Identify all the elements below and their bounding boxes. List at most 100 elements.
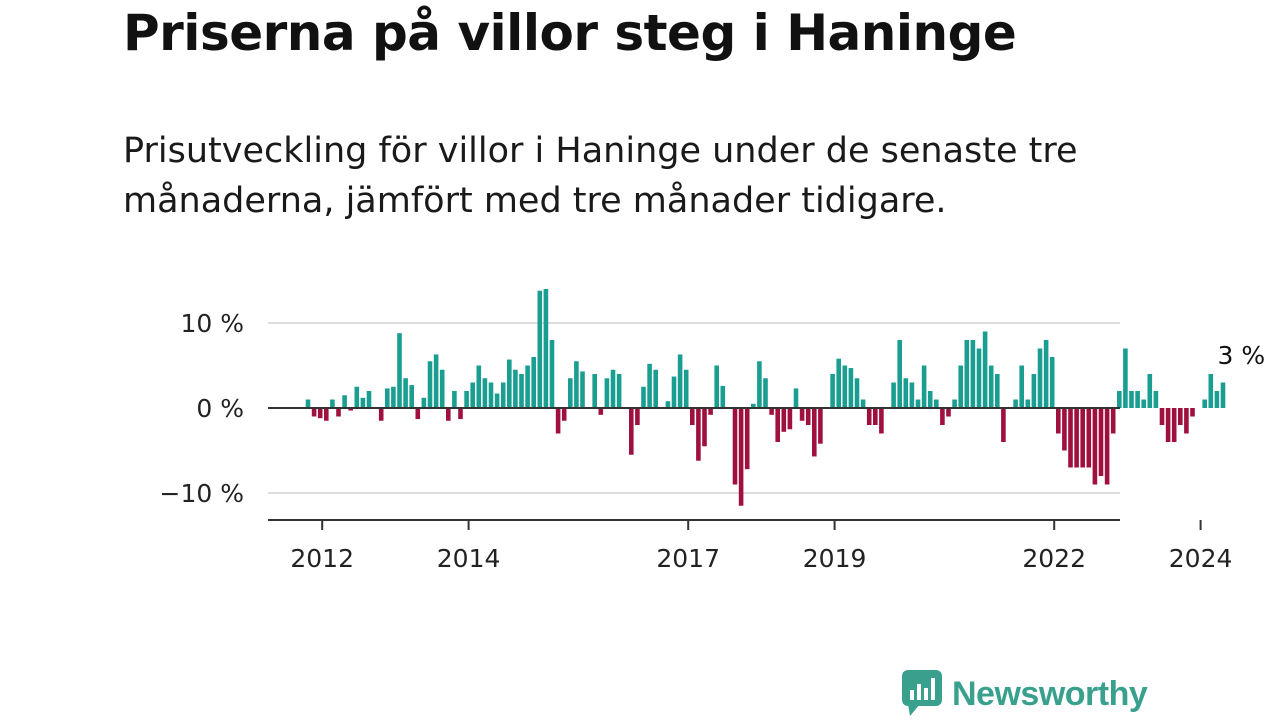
bar <box>598 408 604 415</box>
bar <box>488 382 494 408</box>
bar <box>464 391 469 408</box>
bar <box>1178 408 1183 425</box>
bar <box>995 374 1000 408</box>
bar <box>317 408 323 419</box>
newsworthy-logo[interactable]: Newsworthy <box>902 670 1148 718</box>
bar <box>354 386 360 408</box>
bar <box>818 408 823 444</box>
bar <box>1056 408 1061 434</box>
bar <box>1074 408 1079 468</box>
bar <box>409 385 414 408</box>
bar <box>500 382 506 408</box>
bar <box>909 382 915 408</box>
bar <box>805 408 811 425</box>
bar <box>568 378 573 408</box>
bar <box>531 357 536 408</box>
bar <box>757 361 762 408</box>
bar <box>1184 408 1189 434</box>
y-tick-label: 0 % <box>196 394 244 423</box>
bar <box>616 374 622 408</box>
bar <box>421 397 427 408</box>
bar <box>683 369 689 408</box>
bar <box>604 378 610 408</box>
bar-chart: 10 % 0 % −10 % 2012 2014 2017 2019 2022 2024 3 % <box>160 289 1265 573</box>
bar <box>1165 408 1171 442</box>
bar <box>1019 365 1024 408</box>
bar <box>549 340 555 408</box>
bar <box>690 408 695 425</box>
bar <box>653 369 658 408</box>
bar <box>439 369 445 408</box>
bar <box>677 354 683 408</box>
bar <box>671 376 677 408</box>
bar <box>866 408 872 425</box>
x-tick-label: 2017 <box>656 544 720 573</box>
bar <box>592 374 597 408</box>
bar <box>561 408 567 421</box>
bar <box>482 378 488 408</box>
bar <box>903 378 909 408</box>
bar <box>775 408 780 442</box>
bar <box>1208 374 1214 408</box>
bar <box>403 378 408 408</box>
bar <box>738 408 744 506</box>
bar <box>366 391 372 408</box>
bar <box>305 399 311 408</box>
bar <box>336 408 341 417</box>
x-tick-label: 2022 <box>1022 544 1086 573</box>
bar <box>976 348 982 408</box>
chart-subtitle: Prisutveckling för villor i Haninge unde… <box>123 131 1078 221</box>
bar <box>1098 408 1104 476</box>
bar <box>635 408 640 425</box>
bar <box>525 365 530 408</box>
bar <box>982 331 988 408</box>
bar <box>1037 348 1043 408</box>
bar <box>1086 408 1092 468</box>
bar <box>714 365 719 408</box>
bar <box>696 408 701 461</box>
bar <box>873 408 878 425</box>
bar <box>787 408 793 430</box>
bar-series <box>305 289 1226 506</box>
x-tick-label: 2012 <box>290 544 354 573</box>
bar <box>507 359 512 408</box>
bar <box>647 363 652 408</box>
bar <box>641 386 646 408</box>
bar <box>1062 408 1067 451</box>
bar <box>324 408 329 421</box>
bar <box>830 374 835 408</box>
bar <box>580 371 585 408</box>
bar <box>732 408 738 485</box>
bar <box>1159 408 1165 425</box>
bar <box>1202 399 1207 408</box>
bar <box>842 365 848 408</box>
bar <box>964 340 970 408</box>
bar <box>1147 374 1153 408</box>
bar <box>513 369 518 408</box>
bar <box>458 408 463 420</box>
bar <box>1171 408 1177 442</box>
bar <box>348 408 353 411</box>
bar <box>781 408 787 432</box>
bar <box>1129 391 1134 408</box>
bar <box>897 340 902 408</box>
bar <box>452 391 457 408</box>
bar <box>988 365 994 408</box>
bar <box>799 408 805 421</box>
axes <box>268 519 1202 530</box>
bar <box>940 408 945 425</box>
bar <box>360 397 366 408</box>
bar <box>1135 391 1140 408</box>
bar <box>665 401 671 408</box>
bar <box>1013 399 1018 408</box>
bar <box>629 408 634 455</box>
bar <box>574 361 579 408</box>
bar <box>1025 399 1031 408</box>
y-tick-label: 10 % <box>180 309 244 338</box>
bar <box>342 395 347 408</box>
bar <box>397 333 402 408</box>
bar <box>385 388 390 408</box>
bar <box>763 378 768 408</box>
bar <box>470 382 475 408</box>
bar <box>848 368 854 408</box>
